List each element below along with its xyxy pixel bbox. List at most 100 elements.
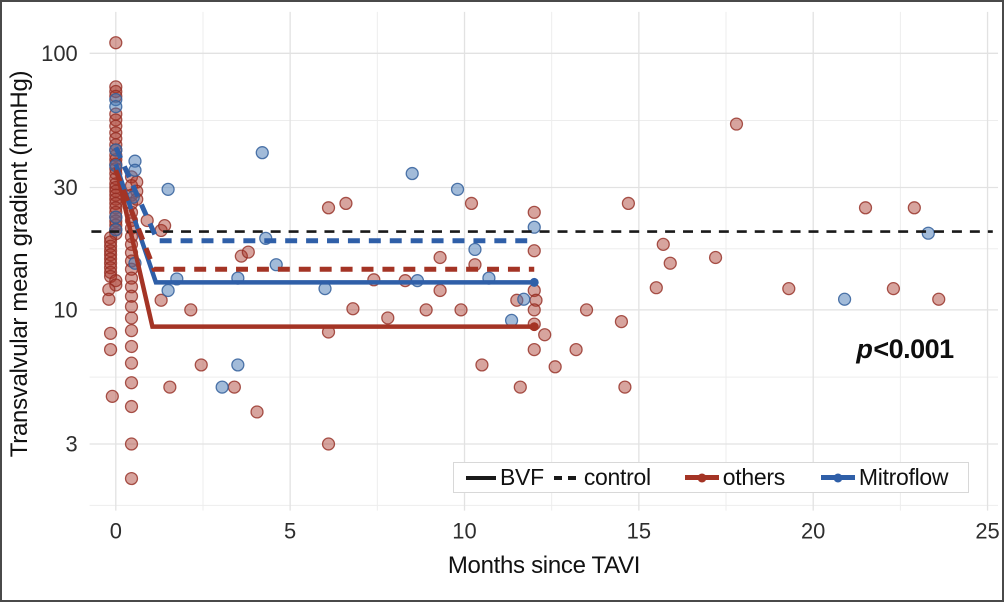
scatter-point-points-others	[102, 292, 116, 306]
line-end-marker-bvf-mitroflow	[529, 277, 539, 287]
x-tick-label: 10	[452, 519, 476, 544]
scatter-point-points-others	[250, 405, 264, 419]
scatter-point-points-others	[154, 293, 168, 307]
scatter-point-points-others	[124, 399, 139, 414]
x-axis-title: Months since TAVI	[447, 552, 641, 579]
scatter-point-points-others	[124, 339, 139, 354]
line-end-marker-bvf-others	[529, 322, 539, 332]
scatter-point-points-others	[579, 303, 594, 317]
scatter-point-points-others	[569, 342, 583, 357]
scatter-point-points-mitroflow	[255, 146, 269, 160]
scatter-point-points-others	[321, 437, 336, 451]
scatter-point-points-others	[454, 303, 468, 317]
x-tick-label: 25	[975, 519, 999, 544]
scatter-point-points-others	[538, 328, 552, 342]
scatter-point-points-others	[227, 380, 241, 394]
scatter-point-points-others	[103, 342, 118, 357]
legend-label-mitroflow: Mitroflow	[858, 464, 949, 490]
scatter-point-points-mitroflow	[231, 358, 245, 372]
scatter-point-points-others	[381, 311, 395, 325]
y-tick-label: 10	[53, 297, 77, 322]
scatter-point-points-others	[548, 360, 562, 374]
y-axis-title: Transvalvular mean gradient (mmHg)	[6, 70, 33, 458]
scatter-point-points-others	[621, 196, 636, 211]
x-tick-label: 15	[627, 519, 651, 544]
x-tick-label: 20	[801, 519, 825, 544]
scatter-point-points-mitroflow	[109, 210, 123, 224]
p-symbol: p	[856, 334, 873, 364]
scatter-point-points-others	[433, 250, 447, 265]
legend: BVF control others Mitroflow	[453, 462, 969, 493]
legend-label-others: others	[722, 464, 785, 490]
scatter-point-points-others	[157, 219, 172, 233]
scatter-point-points-others	[433, 283, 447, 298]
line-control-mitroflow	[113, 146, 535, 244]
legend-label-bvf: BVF	[500, 464, 544, 490]
scatter-point-points-others	[729, 117, 744, 131]
scatter-point-points-others	[124, 311, 139, 325]
scatter-point-points-others	[464, 196, 479, 211]
scatter-point-points-others	[241, 245, 255, 259]
scatter-point-points-others	[886, 282, 901, 296]
scatter-point-points-others	[234, 249, 248, 263]
y-tick-label: 3	[66, 432, 78, 457]
scatter-point-points-others	[858, 201, 873, 215]
scatter-point-points-mitroflow	[450, 182, 465, 196]
scatter-point-points-others	[124, 437, 139, 451]
others-line-dot-icon	[684, 475, 719, 480]
scatter-point-points-others	[103, 256, 118, 270]
scatter-point-points-others	[907, 201, 921, 215]
scatter-point-points-mitroflow	[517, 292, 531, 306]
y-tick-label: 30	[53, 175, 77, 200]
scatter-point-points-others	[663, 256, 677, 270]
scatter-point-points-mitroflow	[468, 242, 482, 257]
scatter-point-points-mitroflow	[405, 166, 419, 181]
scatter-point-points-others	[124, 299, 139, 314]
scatter-point-points-others	[614, 314, 629, 329]
line-bvf-others	[113, 166, 535, 329]
scatter-point-points-mitroflow	[527, 220, 541, 234]
scatter-point-points-others	[102, 282, 116, 297]
mitroflow-line-dot-icon	[820, 475, 855, 480]
legend-item-others: others	[684, 464, 785, 491]
scatter-point-points-others	[109, 196, 123, 211]
p-value-text: <0.001	[873, 334, 954, 364]
p-value-annotation: p<0.001	[830, 334, 980, 365]
scatter-point-points-mitroflow	[921, 226, 935, 240]
scatter-point-points-others	[124, 324, 139, 338]
scatter-point-points-others	[124, 280, 139, 294]
scatter-point-points-others	[124, 471, 139, 486]
scatter-point-points-others	[527, 205, 541, 219]
scatter-point-points-mitroflow	[215, 380, 229, 394]
scatter-point-points-others	[124, 356, 139, 370]
legend-label-control: control	[583, 464, 651, 490]
scatter-point-points-others	[527, 303, 541, 317]
y-tick-label: 100	[41, 41, 78, 66]
scatter-point-points-others	[124, 376, 139, 390]
scatter-point-points-others	[527, 342, 541, 357]
scatter-point-points-others	[618, 380, 632, 394]
scatter-point-points-others	[321, 201, 336, 215]
scatter-point-points-mitroflow	[128, 163, 142, 177]
x-tick-label: 0	[110, 519, 122, 544]
scatter-point-points-others	[527, 244, 541, 258]
scatter-point-points-others	[649, 281, 663, 295]
scatter-point-points-others	[194, 358, 208, 372]
scatter-point-points-others	[124, 289, 139, 303]
scatter-point-points-mitroflow	[161, 182, 175, 196]
scatter-point-points-others	[184, 303, 198, 317]
scatter-point-points-mitroflow	[109, 99, 123, 114]
scatter-point-points-mitroflow	[161, 283, 175, 298]
legend-item-bvf: BVF	[466, 464, 544, 491]
scatter-point-points-mitroflow	[837, 292, 852, 306]
legend-item-mitroflow: Mitroflow	[820, 464, 949, 491]
scatter-point-points-others	[346, 302, 360, 316]
scatter-point-points-others	[932, 292, 946, 306]
scatter-point-points-others	[163, 380, 177, 394]
legend-item-control: control	[553, 464, 651, 491]
scatter-point-points-others	[419, 303, 433, 317]
scatter-point-points-others	[109, 36, 123, 50]
bvf-solid-line-icon	[466, 475, 496, 480]
